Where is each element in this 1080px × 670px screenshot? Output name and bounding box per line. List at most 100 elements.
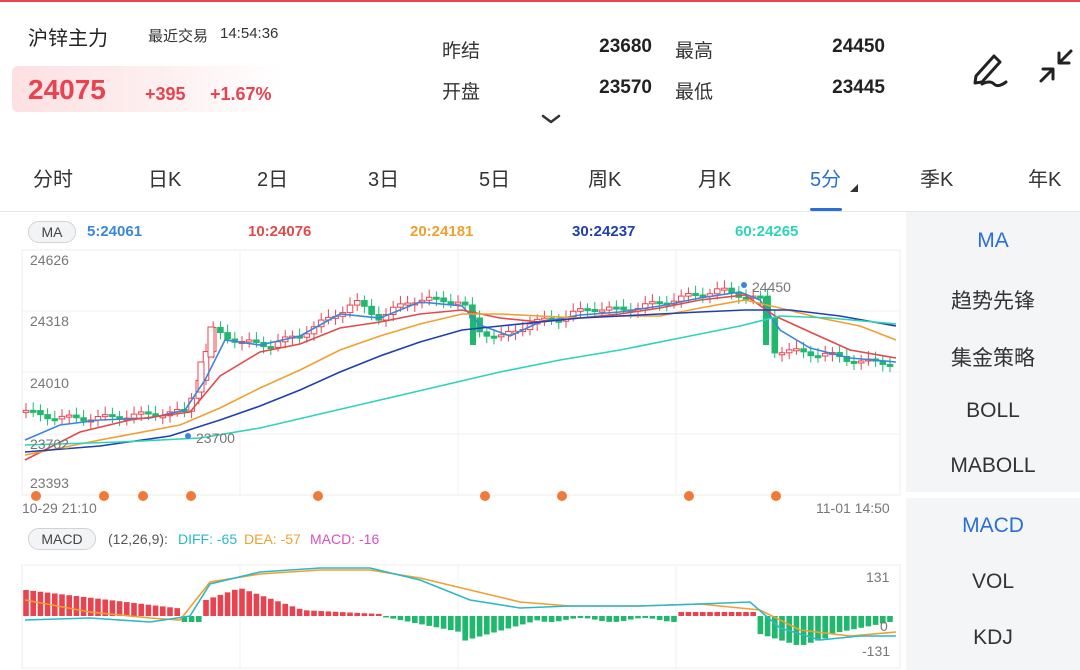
signal-dot bbox=[31, 491, 41, 501]
tab-monthly-k[interactable]: 月K bbox=[698, 169, 732, 191]
side-panel-gap bbox=[906, 492, 1080, 498]
candle-body bbox=[490, 335, 498, 339]
indicator-ma[interactable]: MA bbox=[977, 229, 1009, 252]
macd-bar bbox=[419, 616, 425, 625]
ma60-legend: 60:24265 bbox=[735, 223, 799, 240]
macd-dea: DEA: -57 bbox=[244, 531, 301, 547]
candle-body bbox=[656, 301, 663, 305]
macd-bar bbox=[138, 603, 144, 616]
candle-body bbox=[274, 341, 282, 348]
macd-bar bbox=[505, 616, 512, 629]
signal-dot bbox=[684, 491, 694, 501]
stat-value-low: 23445 bbox=[832, 77, 885, 98]
macd-bar bbox=[383, 616, 389, 618]
tab-5day[interactable]: 5日 bbox=[479, 169, 511, 191]
macd-y-bottom: -131 bbox=[862, 643, 891, 659]
macd-bar bbox=[656, 616, 663, 620]
candle-body bbox=[807, 351, 815, 357]
candle-body bbox=[857, 360, 865, 364]
macd-bar bbox=[707, 612, 713, 616]
kline-chart[interactable] bbox=[0, 0, 906, 670]
macd-bar bbox=[570, 616, 576, 619]
indicator-vol[interactable]: VOL bbox=[971, 570, 1015, 593]
candle-body-big-up bbox=[197, 361, 205, 393]
ma-indicator-pill[interactable]: MA bbox=[28, 221, 76, 243]
macd-bar bbox=[671, 616, 677, 622]
tab-3day[interactable]: 3日 bbox=[368, 169, 400, 191]
macd-bar bbox=[584, 616, 591, 619]
macd-bar bbox=[577, 616, 584, 619]
top-accent-line bbox=[0, 0, 1080, 2]
macd-bar bbox=[354, 612, 360, 616]
signal-dot bbox=[186, 491, 196, 501]
macd-bar bbox=[484, 616, 490, 635]
macd-bar bbox=[347, 612, 353, 616]
macd-bar bbox=[80, 596, 87, 616]
macd-bar bbox=[599, 616, 605, 621]
macd-bar bbox=[829, 616, 836, 634]
macd-bar bbox=[520, 616, 526, 625]
macd-bar bbox=[865, 616, 872, 627]
macd-bar bbox=[491, 616, 497, 633]
macd-bar bbox=[275, 601, 281, 616]
time-end-label: 11-01 14:50 bbox=[816, 500, 890, 516]
candle-body bbox=[778, 352, 786, 356]
macd-bar bbox=[822, 616, 828, 639]
macd-bar bbox=[700, 612, 706, 616]
tab-intraday[interactable]: 分时 bbox=[33, 169, 73, 191]
tab-5min[interactable]: 5分 bbox=[810, 169, 842, 191]
indicator-macd[interactable]: MACD bbox=[962, 514, 1024, 537]
indicator-trend-pioneer[interactable]: 趋势先锋 bbox=[951, 290, 1035, 313]
tab-2day[interactable]: 2日 bbox=[257, 169, 289, 191]
macd-bar bbox=[217, 594, 224, 616]
indicator-boll[interactable]: BOLL bbox=[966, 399, 1020, 422]
macd-bar bbox=[73, 596, 80, 616]
candle-body bbox=[757, 295, 764, 299]
macd-bar bbox=[887, 616, 893, 622]
indicator-kdj[interactable]: KDJ bbox=[973, 626, 1013, 649]
dropdown-triangle-icon[interactable] bbox=[849, 183, 859, 193]
candle-body bbox=[713, 288, 721, 295]
stat-value-high: 24450 bbox=[832, 36, 885, 57]
candle-body bbox=[447, 301, 455, 305]
macd-bar bbox=[433, 616, 440, 628]
tab-daily-k[interactable]: 日K bbox=[148, 169, 182, 191]
candle-body bbox=[130, 413, 138, 419]
macd-bar bbox=[836, 616, 843, 633]
macd-bar bbox=[786, 616, 792, 643]
candle-body bbox=[728, 287, 735, 294]
chevron-down-icon[interactable] bbox=[540, 112, 562, 126]
indicator-gold-strategy[interactable]: 集金策略 bbox=[951, 347, 1035, 370]
macd-bar bbox=[88, 597, 94, 616]
candle-body bbox=[613, 306, 620, 310]
candle-body bbox=[145, 411, 152, 415]
symbol-name: 沪锌主力 bbox=[28, 28, 108, 50]
candle-body bbox=[771, 317, 779, 354]
candle-body bbox=[591, 308, 599, 312]
tab-quarterly-k[interactable]: 季K bbox=[920, 169, 954, 191]
candle-body bbox=[598, 309, 606, 313]
signal-dot bbox=[313, 491, 323, 501]
candle-body bbox=[814, 355, 822, 359]
macd-bar bbox=[239, 588, 245, 616]
candle-body bbox=[37, 410, 44, 416]
macd-bar bbox=[462, 616, 468, 641]
signal-dot bbox=[99, 491, 109, 501]
candle-body bbox=[404, 302, 411, 306]
indicator-maboll[interactable]: MABOLL bbox=[950, 454, 1036, 477]
macd-bar bbox=[167, 607, 173, 616]
collapse-arrows-icon[interactable] bbox=[1034, 44, 1078, 88]
candle-body bbox=[29, 409, 37, 413]
candle-body bbox=[224, 332, 231, 340]
macd-indicator-pill[interactable]: MACD bbox=[28, 528, 96, 550]
pen-draw-icon[interactable] bbox=[968, 46, 1012, 90]
macd-bar bbox=[548, 616, 555, 622]
macd-bar bbox=[95, 598, 101, 616]
tab-yearly-k[interactable]: 年K bbox=[1028, 169, 1062, 191]
macd-bar bbox=[728, 612, 735, 616]
macd-bar bbox=[224, 592, 231, 616]
ma20-legend: 20:24181 bbox=[410, 223, 474, 240]
macd-bar bbox=[160, 606, 166, 616]
macd-bar bbox=[116, 601, 123, 616]
tab-weekly-k[interactable]: 周K bbox=[588, 169, 622, 191]
